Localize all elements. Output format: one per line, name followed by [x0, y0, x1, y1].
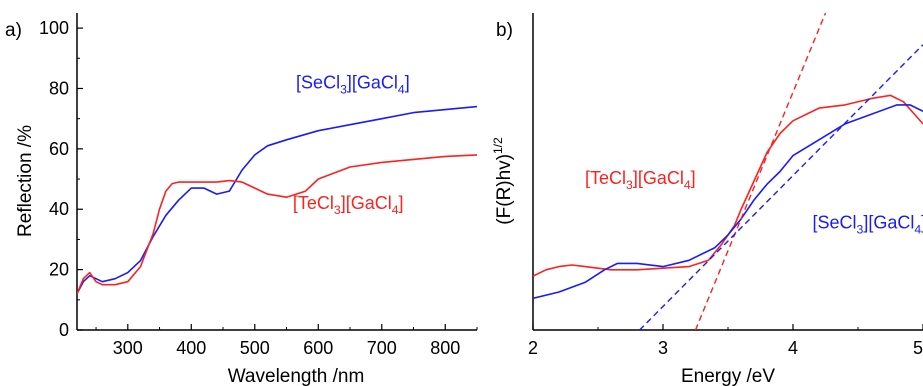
panel-b-x-axis-title: Energy /eV: [681, 366, 775, 386]
panel-a-reflection-chart: a) 300 400 500 600 700 800 0 20 40 60 80 100 [SeCl3…: [5, 13, 478, 386]
panel-a-x-axis-title: Wavelength /nm: [228, 366, 365, 386]
x-tick-label: 400: [176, 338, 206, 358]
fit-line: [639, 44, 923, 330]
fit-line: [694, 13, 827, 330]
y-tick-label: 20: [49, 260, 69, 280]
panel-b-axes: 2 3 4 5: [528, 13, 923, 358]
panel-b-series: [533, 13, 923, 330]
y-tick-label: 80: [49, 78, 69, 98]
panel-a-series: [77, 105, 477, 295]
panel-b-tauc-chart: b) 2 3 4 5 [TeCl3][GaCl4] [SeCl3][GaCl4] Ene…: [491, 13, 923, 386]
x-tick-label: 4: [788, 338, 798, 358]
y-tick-label: 0: [59, 320, 69, 340]
series-line: [77, 154, 477, 295]
series-line: [533, 104, 923, 300]
panel-a-axes: 300 400 500 600 700 800 0 20 40 60 80 100: [39, 13, 478, 358]
panel-a-label: a): [5, 20, 22, 41]
x-tick-label: 3: [658, 338, 668, 358]
y-tick-label: 100: [39, 18, 69, 38]
panel-a-series-labels: [SeCl3][GaCl4] [TeCl3][GaCl4]: [293, 72, 410, 217]
x-tick-label: 300: [113, 338, 143, 358]
panel-b-label: b): [496, 20, 513, 41]
x-tick-label: 600: [303, 338, 333, 358]
x-tick-label: 2: [528, 338, 538, 358]
panel-a-y-axis-title: Reflection /%: [15, 125, 36, 237]
x-tick-label: 5: [913, 338, 923, 358]
panel-b-y-axis-title-exponent: 1/2: [491, 137, 505, 154]
x-tick-label: 500: [240, 338, 270, 358]
series-line: [533, 94, 923, 277]
y-tick-label: 40: [49, 199, 69, 219]
panel-b-y-axis-title: (F(R)hv)1/2: [491, 137, 515, 225]
panel-b-series-labels: [TeCl3][GaCl4] [SeCl3][GaCl4]: [585, 168, 923, 236]
series-label: [SeCl3][GaCl4]: [813, 213, 923, 237]
panel-b-y-axis-title-main: (F(R)hv): [494, 154, 515, 225]
series-label: [TeCl3][GaCl4]: [585, 168, 696, 192]
series-label: [SeCl3][GaCl4]: [296, 72, 410, 96]
series-line: [77, 105, 477, 295]
x-tick-label: 800: [430, 338, 460, 358]
y-tick-label: 60: [49, 139, 69, 159]
series-label: [TeCl3][GaCl4]: [293, 193, 404, 217]
x-tick-label: 700: [367, 338, 397, 358]
